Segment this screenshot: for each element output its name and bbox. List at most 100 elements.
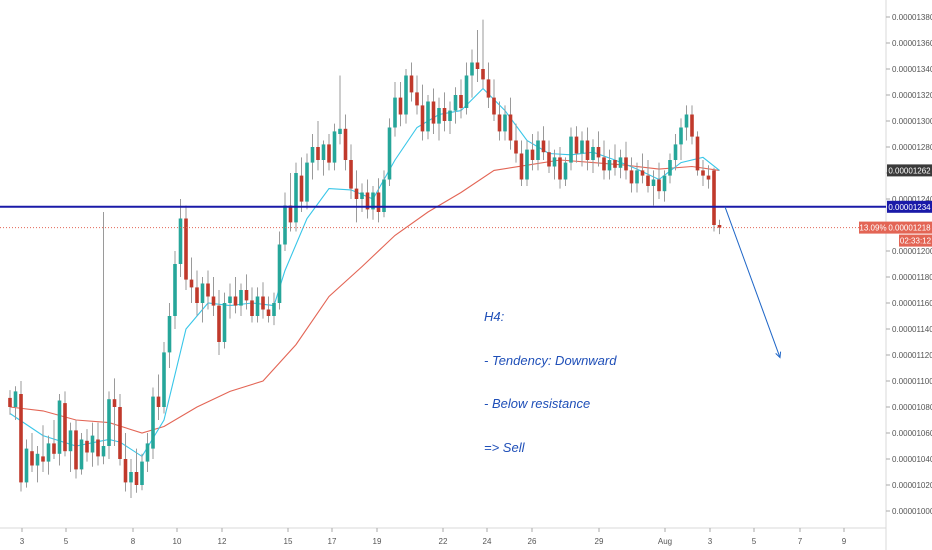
bullish-candle xyxy=(222,303,227,342)
bearish-candle xyxy=(514,140,518,154)
bullish-candle xyxy=(162,352,166,407)
resistance-price-label: 0.00001234 xyxy=(888,203,931,212)
bullish-candle xyxy=(310,147,315,163)
levels-layer xyxy=(0,205,886,359)
bullish-candle xyxy=(679,127,683,145)
bearish-candle xyxy=(706,175,711,180)
bearish-candle xyxy=(134,472,139,485)
last-change-label: 13.09% xyxy=(859,224,886,233)
bullish-candle xyxy=(662,175,667,192)
trade-note[interactable]: H4: - Tendency: Downward - Below resista… xyxy=(484,281,616,470)
bullish-candle xyxy=(178,218,183,264)
bullish-candle xyxy=(552,157,557,167)
price-tick-label: 0.00001380 xyxy=(892,13,932,22)
time-axis[interactable]: 3 5 8 10 12 15 17 19 22 24 26 29 Aug 3 5 7 9 xyxy=(20,528,847,546)
bullish-candle xyxy=(68,430,73,452)
bearish-candle xyxy=(30,451,34,466)
note-line-resistance: - Below resistance xyxy=(484,396,591,411)
bearish-candle xyxy=(657,179,661,192)
price-tick-label: 0.00001000 xyxy=(892,507,932,516)
bearish-candle xyxy=(574,136,579,154)
bullish-candle xyxy=(536,140,540,160)
bullish-candle xyxy=(569,136,573,163)
date-tick-label: 12 xyxy=(218,537,227,546)
bearish-candle xyxy=(486,79,491,98)
bullish-candle xyxy=(635,170,639,184)
bearish-candle xyxy=(217,305,221,342)
resistance-price-label-bg xyxy=(887,200,932,213)
countdown-label: 02:33:12 xyxy=(900,237,932,246)
price-tick-label: 0.00001100 xyxy=(892,377,932,386)
note-line-signal: => Sell xyxy=(484,439,525,455)
date-tick-label: 26 xyxy=(528,537,537,546)
price-tick-label: 0.00001020 xyxy=(892,481,932,490)
bullish-candle xyxy=(470,62,474,76)
bullish-candle xyxy=(426,101,430,132)
bullish-candle xyxy=(145,443,150,462)
bullish-candle xyxy=(79,439,84,470)
bearish-candle xyxy=(695,136,700,171)
bearish-candle xyxy=(354,188,359,199)
bearish-candle xyxy=(646,175,650,186)
bearish-candle xyxy=(420,105,425,132)
bearish-candle xyxy=(492,97,496,115)
last-change-label-bg xyxy=(859,221,887,234)
date-tick-label: 24 xyxy=(483,537,492,546)
date-tick-label: 15 xyxy=(284,537,293,546)
bullish-candle xyxy=(129,472,133,483)
price-tick-label: 0.00001200 xyxy=(892,247,932,256)
bearish-candle xyxy=(519,153,524,180)
bearish-candle xyxy=(712,170,716,225)
price-tick-label: 0.00001160 xyxy=(892,299,932,308)
price-tick-label: 0.00001040 xyxy=(892,455,932,464)
bullish-candle xyxy=(437,108,441,124)
bearish-candle xyxy=(156,396,161,407)
bearish-candle xyxy=(690,114,694,137)
bullish-candle xyxy=(668,160,672,176)
bullish-candle xyxy=(503,114,507,132)
price-axis[interactable]: 0.00001000 0.00001020 0.00001040 0.00001060… xyxy=(859,13,932,516)
price-tick-label: 0.00001120 xyxy=(892,351,932,360)
candles-layer xyxy=(8,19,722,498)
date-tick-label: 8 xyxy=(131,537,136,546)
date-tick-label: 22 xyxy=(439,537,448,546)
bearish-candle xyxy=(629,170,634,184)
bullish-candle xyxy=(580,140,584,154)
bearish-candle xyxy=(365,192,370,210)
bearish-candle xyxy=(19,394,23,483)
bearish-candle xyxy=(41,456,45,462)
bearish-candle xyxy=(74,430,78,470)
ema-price-label: 0.00001262 xyxy=(888,166,931,175)
bullish-candle xyxy=(228,296,232,303)
projection-arrow xyxy=(724,206,781,358)
bullish-candle xyxy=(387,127,392,180)
bearish-candle xyxy=(459,95,463,108)
bearish-candle xyxy=(118,407,122,459)
date-tick-label: 10 xyxy=(173,537,182,546)
bullish-candle xyxy=(563,162,568,180)
bearish-candle xyxy=(717,225,722,228)
bullish-candle xyxy=(90,435,95,453)
bullish-candle xyxy=(618,157,623,168)
bearish-candle xyxy=(288,205,293,223)
bullish-candle xyxy=(107,399,111,446)
bearish-candle xyxy=(233,296,238,306)
bullish-candle xyxy=(239,290,243,306)
bearish-candle xyxy=(624,157,628,171)
bullish-candle xyxy=(448,110,452,121)
bearish-candle xyxy=(409,75,414,93)
bullish-candle xyxy=(101,446,106,457)
date-tick-label: 3 xyxy=(20,537,25,546)
bullish-candle xyxy=(453,95,458,111)
bearish-candle xyxy=(475,62,480,69)
price-tick-label: 0.00001080 xyxy=(892,403,932,412)
bullish-candle xyxy=(57,400,62,454)
bullish-candle xyxy=(651,179,656,186)
bullish-candle xyxy=(200,283,205,303)
bearish-candle xyxy=(585,140,590,160)
bullish-candle xyxy=(46,443,51,462)
bullish-candle xyxy=(607,160,612,171)
bearish-candle xyxy=(261,296,265,310)
bearish-candle xyxy=(547,152,551,167)
